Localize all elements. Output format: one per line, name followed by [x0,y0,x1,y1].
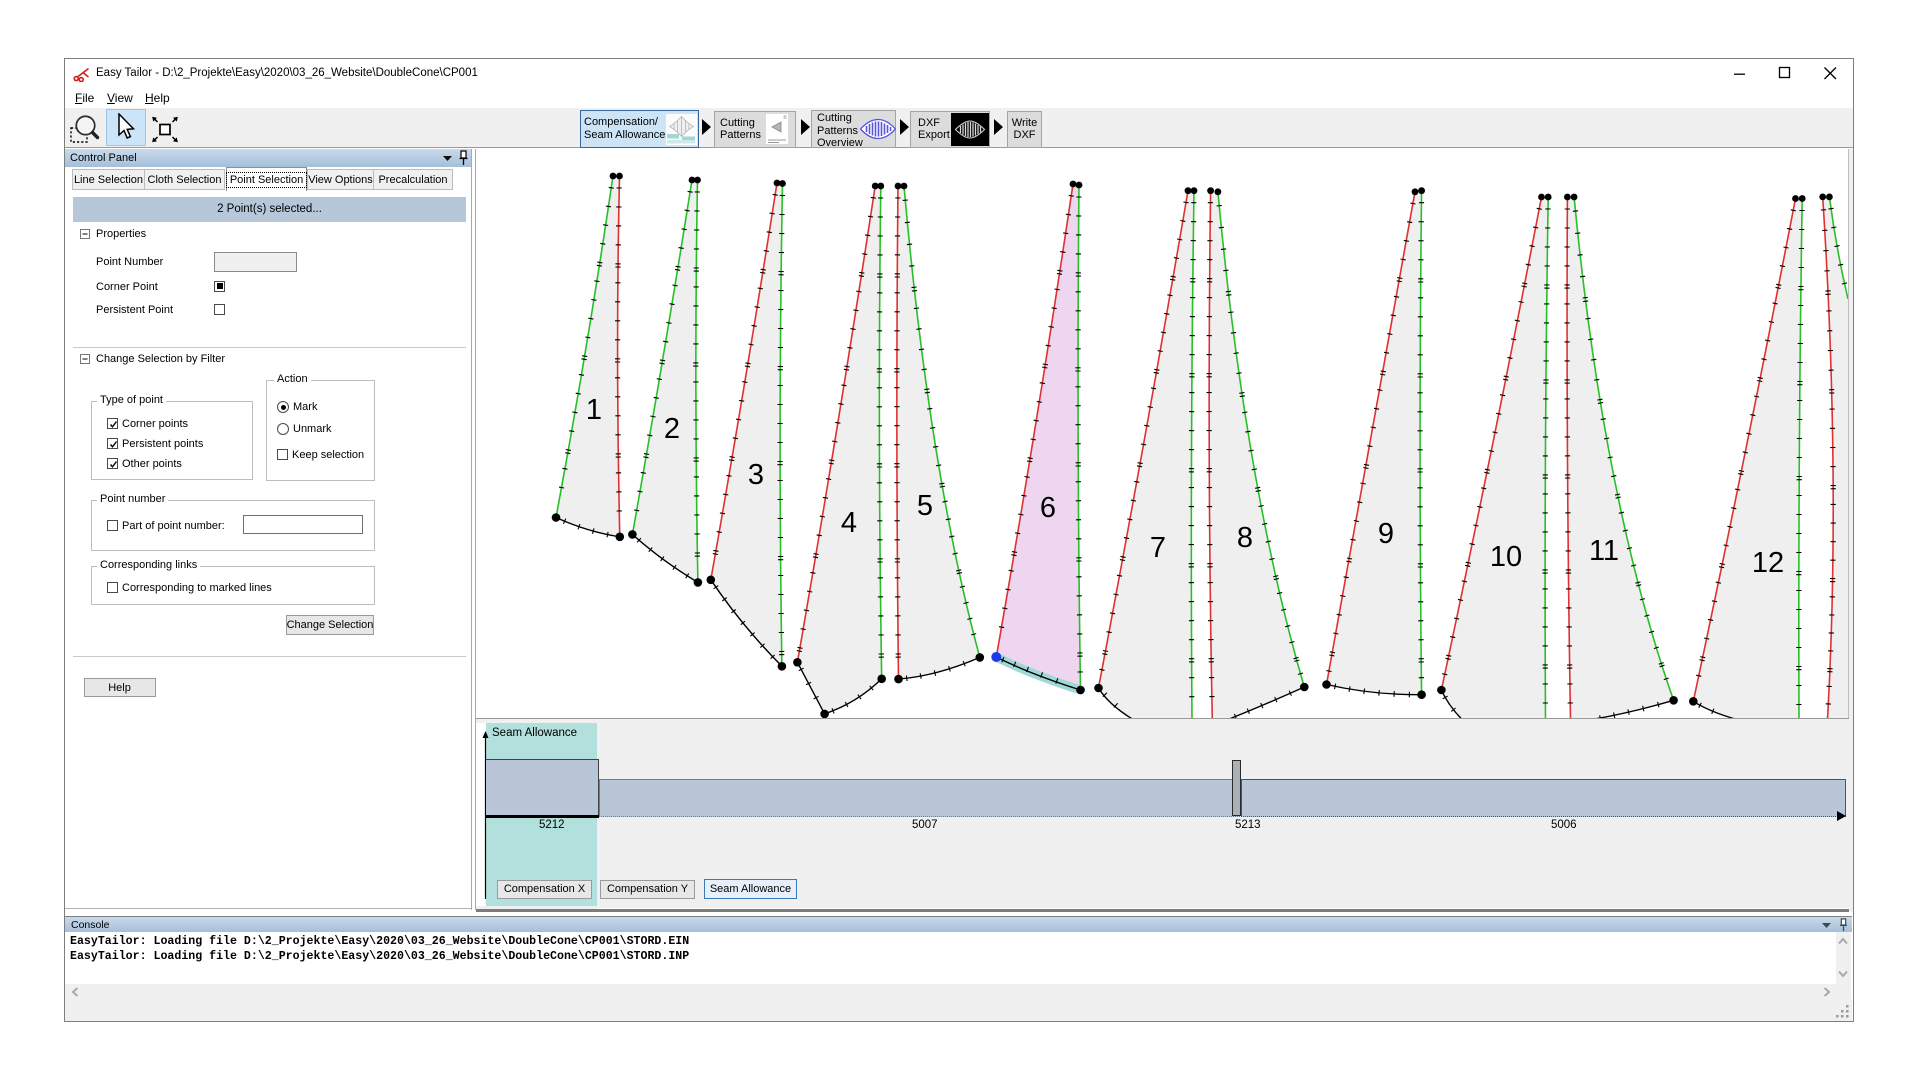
svg-text:7: 7 [1150,532,1166,564]
svg-text:10: 10 [1490,541,1522,573]
svg-text:5: 5 [917,490,933,522]
svg-text:11: 11 [1589,535,1619,567]
svg-text:12: 12 [1752,547,1784,579]
svg-text:8: 8 [1237,522,1253,554]
svg-text:1: 1 [586,394,602,426]
svg-text:2: 2 [664,413,680,445]
svg-text:4: 4 [841,507,857,539]
svg-text:3: 3 [748,459,764,491]
svg-text:9: 9 [1378,518,1394,550]
svg-text:6: 6 [1040,492,1056,524]
